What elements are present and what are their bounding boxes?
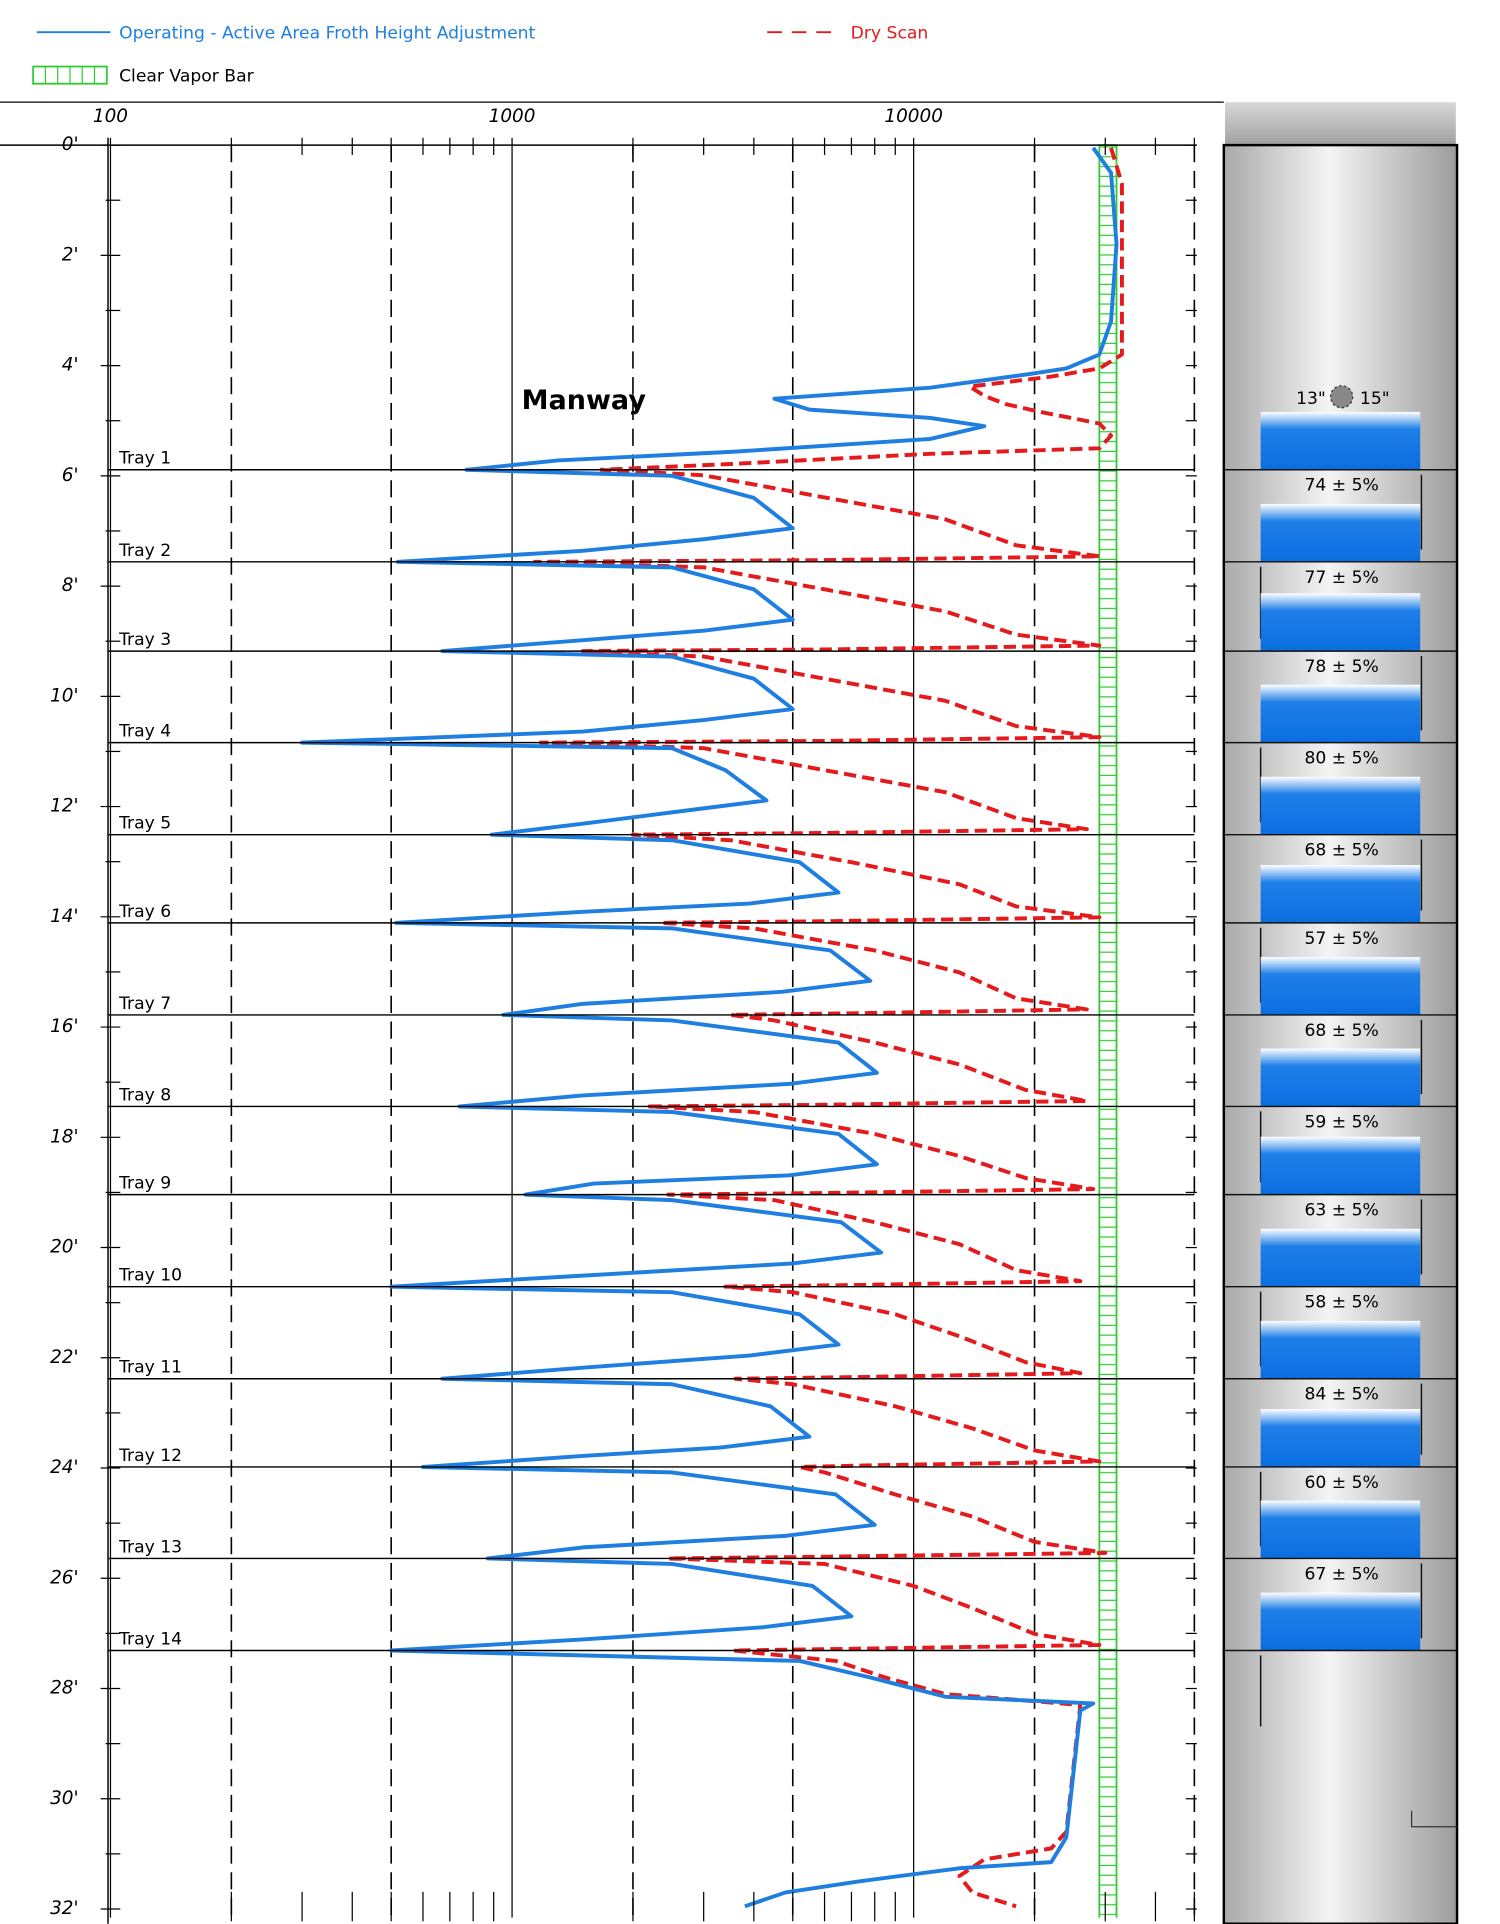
tray-liquid [1260, 684, 1421, 743]
tray-label: Tray 12 [118, 1446, 182, 1466]
y-tick-label: 12' [50, 796, 78, 817]
y-tick-label: 18' [50, 1126, 78, 1147]
tray-liquid [1260, 1500, 1421, 1559]
tray-liquid [1260, 776, 1421, 835]
tray-label: Tray 4 [118, 722, 171, 742]
tray-percent-label: 59 ± 5% [1304, 1112, 1378, 1132]
tray-liquid [1260, 1136, 1421, 1195]
legend-label: Dry Scan [851, 23, 929, 43]
y-tick-label: 22' [50, 1347, 78, 1368]
tray-liquid [1260, 1592, 1421, 1651]
x-tick-label: 1000 [489, 106, 536, 127]
downcomer-outlet [1411, 1810, 1458, 1828]
tray-percent-label: 80 ± 5% [1304, 749, 1378, 769]
y-tick-label: 10' [50, 685, 78, 706]
y-tick-label: 30' [50, 1788, 78, 1809]
tray-label: Tray 1 [118, 449, 171, 469]
tray-label: Tray 2 [118, 541, 171, 561]
tray-label: Tray 8 [118, 1085, 171, 1105]
tray-label: Tray 9 [118, 1174, 171, 1194]
y-tick-label: 20' [50, 1237, 78, 1258]
tray-percent-label: 67 ± 5% [1304, 1564, 1378, 1584]
tray-label: Tray 3 [118, 630, 171, 650]
y-tick-label: 24' [50, 1457, 78, 1478]
tray-liquid [1260, 1409, 1421, 1467]
tray-liquid [1260, 503, 1421, 562]
tray-label: Tray 6 [118, 902, 171, 922]
legend-label: Operating - Active Area Froth Height Adj… [119, 23, 535, 43]
y-tick-label: 8' [62, 575, 79, 596]
tray-percent-label: 68 ± 5% [1304, 841, 1378, 861]
tray-percent-label: 57 ± 5% [1304, 929, 1378, 949]
tray-liquid [1260, 957, 1421, 1015]
tray-liquid [1260, 593, 1421, 652]
tray-label: Tray 7 [118, 994, 171, 1014]
tray-percent-label: 63 ± 5% [1304, 1201, 1378, 1221]
tray-liquid [1260, 1228, 1421, 1287]
manway-icon [1329, 385, 1354, 409]
tray-percent-label: 58 ± 5% [1304, 1293, 1378, 1313]
tray-percent-label: 77 ± 5% [1304, 568, 1378, 588]
series-line [532, 147, 1124, 1909]
tray-percent-label: 78 ± 5% [1304, 657, 1378, 677]
tray-label: Tray 10 [118, 1266, 182, 1286]
tray-percent-label: 68 ± 5% [1304, 1021, 1378, 1041]
y-tick-label: 28' [50, 1678, 78, 1699]
column-label: 15" [1360, 389, 1390, 409]
y-tick-label: 26' [50, 1567, 78, 1588]
x-tick-label: 10000 [884, 106, 943, 127]
tray-liquid [1260, 411, 1421, 470]
column-label: 13" [1296, 389, 1326, 409]
y-tick-label: 2' [62, 244, 79, 265]
plot-area [109, 137, 1196, 1918]
y-tick-label: 4' [62, 355, 79, 376]
y-tick-label: 32' [50, 1898, 78, 1919]
y-tick-label: 14' [50, 906, 78, 927]
tray-label: Tray 14 [118, 1629, 182, 1649]
legend-label: Clear Vapor Bar [119, 66, 255, 86]
y-tick-label: 6' [62, 465, 79, 486]
y-tick-label: 16' [50, 1016, 78, 1037]
annotation: Manway [522, 385, 647, 416]
x-tick-label: 100 [93, 106, 128, 127]
series-line [300, 146, 1119, 1909]
tray-label: Tray 13 [118, 1537, 182, 1557]
tray-liquid [1260, 1320, 1421, 1379]
clear-vapor-bar [1098, 144, 1118, 1918]
tray-percent-label: 60 ± 5% [1304, 1473, 1378, 1493]
tray-percent-label: 84 ± 5% [1304, 1385, 1378, 1405]
y-tick-label: 0' [62, 134, 79, 155]
tray-label: Tray 11 [118, 1358, 182, 1378]
tray-label: Tray 5 [118, 814, 171, 834]
tray-percent-label: 74 ± 5% [1304, 476, 1378, 496]
tray-liquid [1260, 864, 1421, 923]
tray-liquid [1260, 1048, 1421, 1107]
column-cap [1225, 102, 1456, 146]
legend-swatch [32, 65, 108, 85]
